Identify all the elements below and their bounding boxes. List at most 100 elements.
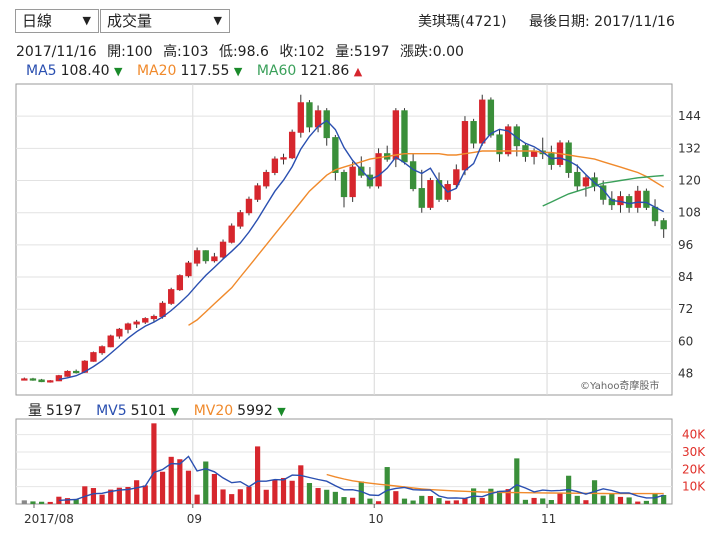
candle-body	[72, 370, 80, 374]
down-triangle-icon: ▼	[277, 405, 286, 418]
volume-bar	[479, 497, 485, 504]
volume-bar	[401, 498, 408, 504]
candle-body	[116, 328, 123, 337]
candle-body	[453, 169, 460, 186]
stats-low: 低:98.6	[218, 44, 269, 60]
volume-bar	[548, 500, 554, 504]
volume-bar	[583, 500, 589, 504]
volume-bar	[134, 480, 140, 504]
candle-body	[643, 190, 650, 208]
ma5-line	[58, 119, 665, 381]
x-tick-label: 09	[187, 512, 202, 526]
volume-bar	[419, 495, 425, 504]
volume-bar	[557, 493, 563, 504]
candle-body	[401, 110, 408, 163]
volume-bar	[142, 485, 148, 504]
credit-text: ©Yahoo奇摩股市	[580, 379, 659, 392]
volume-bar	[220, 489, 226, 504]
up-triangle-icon: ▲	[353, 65, 363, 78]
vol-label: 量	[28, 403, 42, 419]
candle-body	[340, 171, 348, 198]
volume-bar	[574, 495, 580, 504]
candle-body	[280, 157, 287, 160]
down-triangle-icon: ▼	[114, 65, 123, 78]
volume-bar	[367, 498, 373, 504]
price-tick-label: 72	[678, 302, 693, 316]
candle-body	[332, 137, 339, 173]
candle-body	[288, 131, 296, 159]
chevron-down-icon: ▼	[213, 14, 222, 27]
stats-open: 開:100	[107, 44, 153, 60]
ma-legend: MA5 108.40 ▼ MA20 117.55 ▼ MA60 121.86 ▲	[26, 63, 372, 79]
volume-bar	[341, 497, 347, 504]
volume-tick-label: 10K	[682, 480, 706, 494]
stats-date: 2017/11/16	[16, 44, 97, 60]
price-tick-label: 132	[678, 141, 701, 155]
candle-body	[392, 110, 400, 160]
candle-body	[176, 275, 184, 291]
indicator-select-value: 成交量	[107, 12, 153, 30]
candle-body	[90, 352, 97, 362]
volume-bar	[652, 493, 658, 504]
candle-body	[375, 153, 382, 187]
ma5-value: 108.40	[60, 63, 110, 79]
mv5-line	[58, 455, 664, 502]
down-triangle-icon: ▼	[233, 65, 243, 78]
volume-bar	[306, 483, 313, 504]
volume-bar	[125, 487, 131, 504]
price-tick-label: 144	[678, 109, 701, 123]
candle-body	[487, 99, 495, 136]
down-triangle-icon: ▼	[170, 405, 180, 418]
candle-body	[608, 198, 616, 206]
candle-body	[297, 102, 304, 133]
volume-bar	[445, 500, 451, 504]
ma20-line	[188, 150, 665, 326]
volume-bar	[661, 494, 667, 504]
candle-body	[211, 256, 218, 262]
candle-body	[245, 198, 253, 214]
candle-body	[366, 174, 374, 187]
stats-close: 收:102	[279, 44, 325, 60]
last-date: 最後日期: 2017/11/16	[529, 14, 675, 30]
volume-bar	[600, 495, 606, 504]
ma20-label: MA20	[136, 63, 177, 79]
candle-body	[479, 99, 486, 144]
candle-body	[625, 196, 633, 208]
price-tick-label: 48	[678, 367, 693, 381]
volume-bar	[73, 499, 79, 504]
indicator-select[interactable]: 成交量 ▼	[100, 9, 230, 33]
volume-bar	[21, 500, 27, 504]
candle-body	[409, 161, 417, 190]
volume-bar	[99, 494, 105, 504]
mv20-legend: MV20 5992 ▼	[194, 403, 286, 419]
candle-body	[159, 302, 166, 317]
candle-body	[349, 166, 356, 198]
volume-bar	[453, 500, 459, 504]
candle-body	[29, 378, 37, 381]
candle-body	[582, 177, 590, 187]
period-select[interactable]: 日線 ▼	[15, 9, 99, 33]
x-tick-label: 10	[368, 512, 383, 526]
price-tick-label: 108	[678, 206, 701, 220]
price-tick-label: 84	[678, 270, 693, 284]
candle-body	[237, 212, 244, 227]
candle-body	[634, 190, 641, 208]
price-tick-label: 60	[678, 334, 693, 348]
volume-bar	[514, 458, 520, 504]
volume-bar	[185, 470, 192, 504]
candle-body	[660, 220, 667, 230]
candle-body	[64, 370, 71, 377]
candle-body	[219, 241, 227, 258]
volume-bar	[116, 487, 122, 504]
stats-volume: 量:5197	[335, 44, 390, 60]
candle-body	[150, 315, 158, 320]
ma20-value: 117.55	[180, 63, 230, 79]
volume-legend: 量 5197 MV5 5101 ▼ MV20 5992 ▼	[28, 400, 296, 420]
candle-body	[202, 250, 209, 262]
candle-body	[107, 335, 114, 348]
mv5-value: 5101	[130, 403, 167, 419]
volume-bar	[159, 471, 166, 504]
volume-bar	[151, 423, 157, 504]
candle-body	[306, 102, 313, 128]
